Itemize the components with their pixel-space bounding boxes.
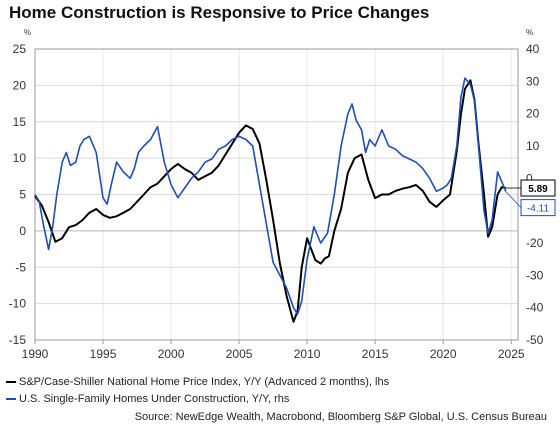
x-tick-label: 2025	[498, 347, 525, 361]
y-left-tick-label: 25	[13, 42, 27, 56]
y-left-tick-label: 5	[19, 188, 26, 202]
y-right-tick-label: 30	[526, 74, 540, 88]
x-tick-label: 2015	[362, 347, 389, 361]
end-label-box-construction	[520, 199, 556, 217]
end-connector-construction	[505, 191, 522, 208]
y-left-tick-label: -5	[15, 260, 26, 274]
grid-lines	[34, 48, 518, 341]
axis-ticks: -15-10-50510152025-50-40-30-20-100102030…	[9, 28, 544, 361]
y-right-tick-label: -30	[526, 268, 544, 282]
end-label-construction: -4.11	[527, 204, 549, 215]
legend-swatch-black	[6, 381, 16, 383]
chart-title: Home Construction is Responsive to Price…	[9, 3, 430, 22]
x-tick-label: 1990	[22, 347, 49, 361]
y-right-tick-label: -40	[526, 301, 544, 315]
series-line-construction	[34, 77, 507, 315]
y-right-tick-label: -20	[526, 236, 544, 250]
y-right-unit: %	[526, 28, 533, 37]
end-label-home-price: 5.89	[528, 184, 548, 195]
y-left-tick-label: -10	[9, 297, 27, 311]
x-tick-label: 2020	[430, 347, 457, 361]
end-value-labels: 5.89 -4.11	[505, 179, 556, 217]
legend-entry-construction: U.S. Single-Family Homes Under Construct…	[6, 393, 289, 405]
x-tick-label: 2005	[226, 347, 253, 361]
y-left-unit: %	[24, 28, 31, 37]
series-line-home-price	[34, 79, 506, 323]
y-right-tick-label: 10	[526, 139, 540, 153]
end-label-box-home-price	[520, 179, 556, 197]
y-right-tick-label: -50	[526, 333, 544, 347]
source-note: Source: NewEdge Wealth, Macrobond, Bloom…	[134, 411, 547, 423]
y-right-tick-label: 20	[526, 107, 540, 121]
legend-swatch-blue	[6, 398, 16, 400]
x-tick-label: 1995	[90, 347, 117, 361]
legend-entry-home-price: S&P/Case-Shiller National Home Price Ind…	[6, 376, 389, 388]
x-tick-label: 2010	[294, 347, 321, 361]
legend-label-home-price: S&P/Case-Shiller National Home Price Ind…	[19, 376, 390, 388]
y-left-tick-label: 20	[13, 78, 27, 92]
y-left-tick-label: 0	[19, 224, 26, 238]
x-tick-label: 2000	[158, 347, 185, 361]
series-lines	[34, 77, 507, 323]
y-left-tick-label: 10	[13, 151, 27, 165]
y-left-tick-label: -15	[9, 333, 27, 347]
y-right-tick-label: 40	[526, 42, 540, 56]
y-left-tick-label: 15	[13, 115, 27, 129]
y-right-tick-label: 0	[526, 171, 533, 185]
legend-label-construction: U.S. Single-Family Homes Under Construct…	[19, 393, 290, 405]
